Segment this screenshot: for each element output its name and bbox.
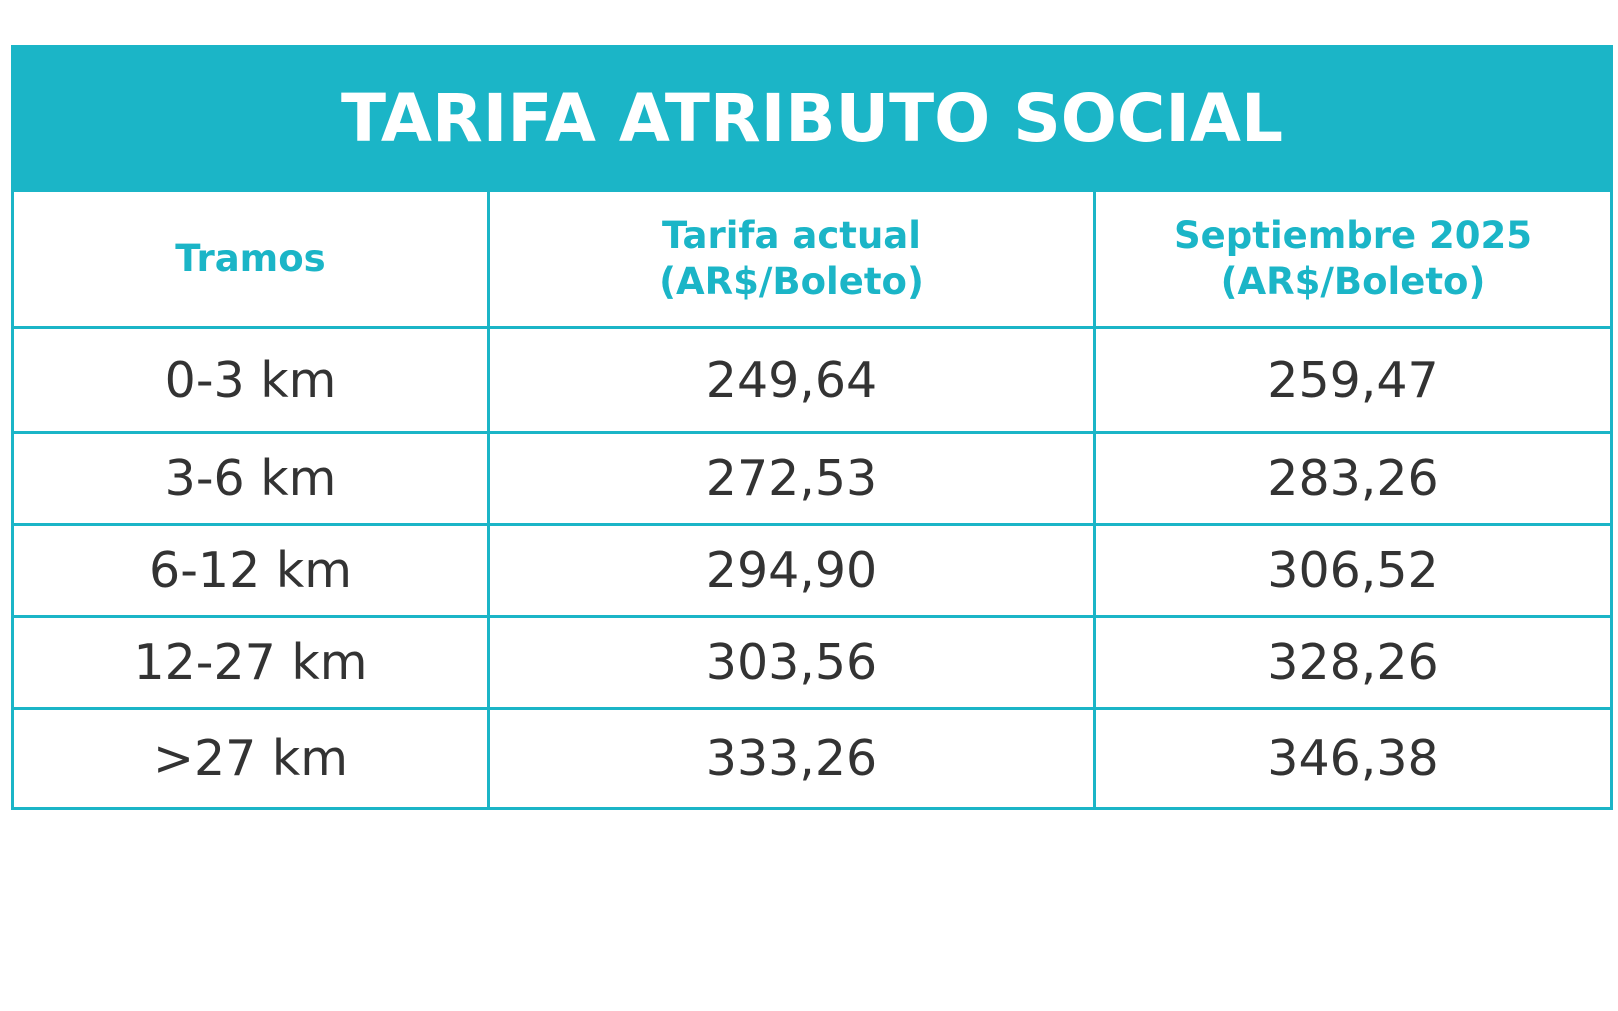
header-septiembre-line1: Septiembre 2025 — [1174, 214, 1532, 257]
table-title: TARIFA ATRIBUTO SOCIAL — [11, 45, 1613, 192]
tramo-cell: 0-3 km — [11, 326, 490, 434]
septiembre-cell: 328,26 — [1093, 615, 1613, 710]
tarifa-actual-cell: 272,53 — [487, 431, 1096, 526]
header-tramos: Tramos — [11, 189, 490, 329]
septiembre-cell: 306,52 — [1093, 523, 1613, 618]
table-row: 0-3 km 249,64 259,47 — [11, 326, 1613, 434]
header-tarifa-actual-line2: (AR$/Boleto) — [659, 260, 924, 303]
tramo-cell: 6-12 km — [11, 523, 490, 618]
tarifa-actual-cell: 249,64 — [487, 326, 1096, 434]
tramo-cell: 3-6 km — [11, 431, 490, 526]
table-row: 3-6 km 272,53 283,26 — [11, 431, 1613, 526]
header-tarifa-actual: Tarifa actual (AR$/Boleto) — [487, 189, 1096, 329]
table-row: 6-12 km 294,90 306,52 — [11, 523, 1613, 618]
title-row: TARIFA ATRIBUTO SOCIAL — [11, 45, 1613, 192]
tramo-cell: 12-27 km — [11, 615, 490, 710]
header-row: Tramos Tarifa actual (AR$/Boleto) Septie… — [11, 189, 1613, 329]
septiembre-cell: 259,47 — [1093, 326, 1613, 434]
tarifa-actual-cell: 303,56 — [487, 615, 1096, 710]
tarifa-actual-cell: 294,90 — [487, 523, 1096, 618]
header-septiembre-2025: Septiembre 2025 (AR$/Boleto) — [1093, 189, 1613, 329]
header-tarifa-actual-line1: Tarifa actual — [662, 214, 921, 257]
table-row: >27 km 333,26 346,38 — [11, 707, 1613, 810]
tarifa-actual-cell: 333,26 — [487, 707, 1096, 810]
septiembre-cell: 346,38 — [1093, 707, 1613, 810]
header-tramos-label: Tramos — [175, 237, 326, 280]
header-septiembre-line2: (AR$/Boleto) — [1220, 260, 1486, 303]
tramo-cell: >27 km — [11, 707, 490, 810]
table-row: 12-27 km 303,56 328,26 — [11, 615, 1613, 710]
fare-table: TARIFA ATRIBUTO SOCIAL Tramos Tarifa act… — [11, 45, 1613, 810]
septiembre-cell: 283,26 — [1093, 431, 1613, 526]
